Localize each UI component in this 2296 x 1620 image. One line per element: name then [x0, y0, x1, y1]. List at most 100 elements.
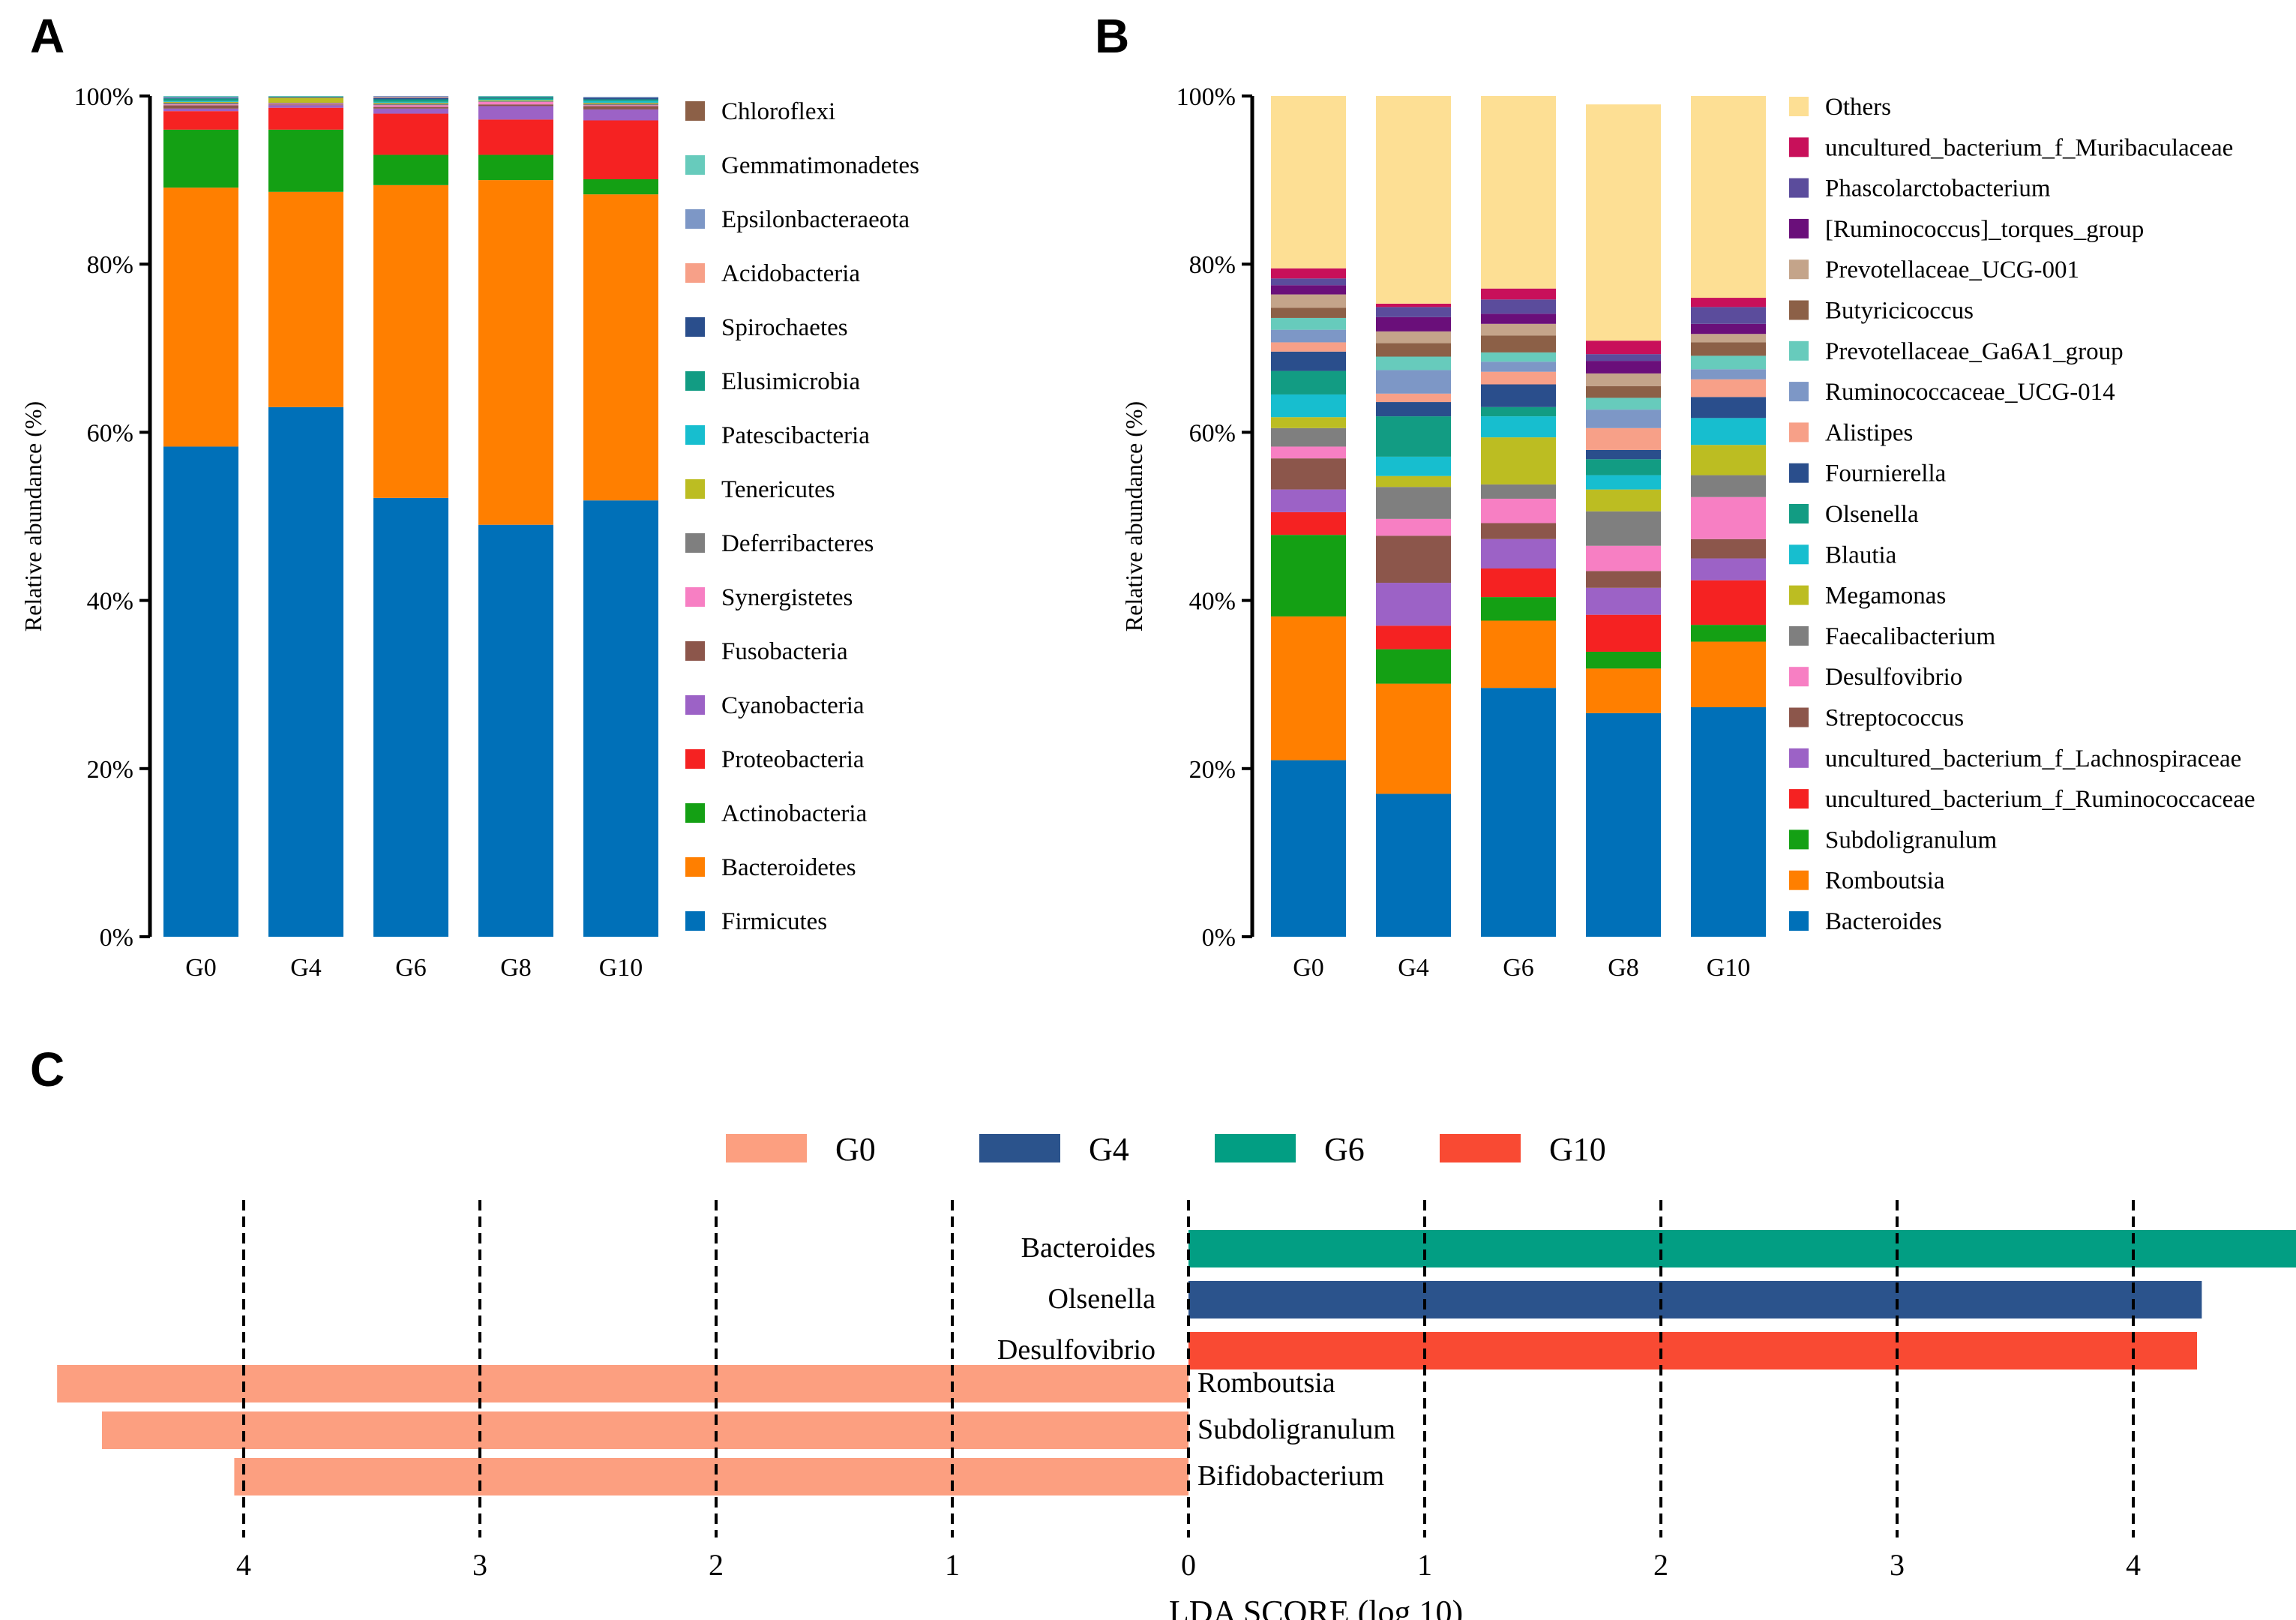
legend-label-g10: G10	[1549, 1131, 1606, 1168]
bar-tenericutes-g8	[478, 100, 553, 101]
bar-faecalibacterium-g6	[1481, 484, 1556, 499]
bar-desulfovibrio-g8	[1586, 545, 1661, 572]
y-tick-label: 20%	[87, 756, 133, 784]
bar-tenericutes-g10	[583, 102, 658, 104]
bar-patescibacteria-g8	[478, 99, 553, 100]
bar-deferribacteres-g4	[268, 102, 343, 104]
bar-actinobacteria-g4	[268, 129, 343, 192]
legend-label-elusimicrobia: Elusimicrobia	[721, 368, 860, 395]
bar-gemmatimonadetes-g8	[478, 96, 553, 98]
bar-uncultured-bacterium-f-ruminococcaceae-g4	[1376, 626, 1451, 650]
bar-fournierella-g8	[1586, 449, 1661, 460]
bar-bacteroidetes-g4	[268, 191, 343, 407]
bar-ruminococcus-torques-group-g8	[1586, 361, 1661, 374]
y-tick-label: 0%	[1202, 924, 1236, 952]
bar-alistipes-g6	[1481, 371, 1556, 385]
bar-patescibacteria-g6	[373, 101, 448, 103]
legend-swatch-prevotellaceae-ga6a1-group	[1789, 340, 1809, 361]
bar-others-g0	[1271, 96, 1346, 268]
bar-others-g8	[1586, 104, 1661, 341]
bar-uncultured-bacterium-f-muribaculaceae-g4	[1376, 303, 1451, 308]
bar-megamonas-g6	[1481, 437, 1556, 484]
bar-olsenella-g0	[1271, 370, 1346, 394]
y-tick-label: 80%	[1189, 251, 1236, 279]
bar-prevotellaceae-ga6a1-group-g4	[1376, 356, 1451, 370]
legend-swatch-megamonas	[1789, 585, 1809, 605]
x-tick-label: G8	[1608, 954, 1639, 982]
bar-bacteroides-g6	[1481, 688, 1556, 937]
bar-desulfovibrio-g10	[1691, 496, 1766, 539]
legend-swatch-desulfovibrio	[1789, 667, 1809, 687]
bar-bacteroidetes-g10	[583, 194, 658, 501]
legend-label-olsenella: Olsenella	[1825, 501, 1919, 528]
bar-uncultured-bacterium-f-lachnospiraceae-g10	[1691, 558, 1766, 580]
bar-alistipes-g10	[1691, 379, 1766, 398]
bar-subdoligranulum-g10	[1691, 625, 1766, 642]
legend-swatch-blautia	[1789, 544, 1809, 565]
bar-actinobacteria-g8	[478, 154, 553, 181]
bar-others-g4	[1376, 96, 1451, 304]
legend-label-others: Others	[1825, 94, 1891, 121]
lda-bar-olsenella	[1188, 1281, 2202, 1318]
bar-bacteroidetes-g0	[163, 188, 238, 447]
bar-fusobacteria-g10	[583, 106, 658, 110]
bar-cyanobacteria-g8	[478, 106, 553, 120]
y-tick-label: 80%	[87, 251, 133, 279]
bar-olsenella-g6	[1481, 406, 1556, 417]
bar-prevotellaceae-ucg-001-g8	[1586, 373, 1661, 386]
bar-uncultured-bacterium-f-lachnospiraceae-g0	[1271, 489, 1346, 512]
legend-swatch-acidobacteria	[685, 263, 705, 283]
bar-romboutsia-g0	[1271, 616, 1346, 760]
lda-tick-label: 0	[1181, 1548, 1196, 1582]
y-axis-title: Relative abundance (%)	[1120, 401, 1147, 632]
legend-swatch-faecalibacterium	[1789, 626, 1809, 646]
bar-elusimicrobia-g6	[373, 99, 448, 102]
bar-ruminococcaceae-ucg-014-g10	[1691, 369, 1766, 380]
bar-prevotellaceae-ucg-001-g10	[1691, 334, 1766, 343]
legend-swatch-others	[1789, 97, 1809, 116]
bar-streptococcus-g10	[1691, 538, 1766, 559]
x-tick-label: G6	[1503, 954, 1534, 982]
bar-firmicutes-g6	[373, 497, 448, 937]
legend-swatch-g10	[1440, 1134, 1521, 1162]
chart-b: 0% 20% 40% 60% 80% 100% Relative abundance (%)…	[1120, 83, 2256, 982]
legend-swatch-firmicutes	[685, 911, 705, 931]
bar-deferribacteres-g8	[478, 100, 553, 102]
bar-spirochaetes-g4	[268, 97, 343, 98]
bar-firmicutes-g4	[268, 406, 343, 937]
legend-label-phascolarctobacterium: Phascolarctobacterium	[1825, 176, 2051, 202]
bar-prevotellaceae-ga6a1-group-g8	[1586, 398, 1661, 410]
legend-label-uncultured-bacterium-f-ruminococcaceae: uncultured_bacterium_f_Ruminococcaceae	[1825, 786, 2256, 813]
bar-uncultured-bacterium-f-ruminococcaceae-g0	[1271, 512, 1346, 536]
bar-phascolarctobacterium-g4	[1376, 307, 1451, 317]
legend-label-megamonas: Megamonas	[1825, 583, 1946, 610]
bar-faecalibacterium-g4	[1376, 487, 1451, 519]
x-tick-label: G6	[395, 954, 427, 982]
bar-subdoligranulum-g0	[1271, 535, 1346, 616]
bar-uncultured-bacterium-f-ruminococcaceae-g6	[1481, 568, 1556, 598]
lda-bar-subdoligranulum	[102, 1412, 1188, 1449]
lda-tick-label: 3	[472, 1548, 487, 1582]
bar-subdoligranulum-g6	[1481, 597, 1556, 621]
bar-phascolarctobacterium-g8	[1586, 354, 1661, 362]
bar-blautia-g10	[1691, 418, 1766, 446]
y-tick-label: 40%	[1189, 588, 1236, 616]
bar-actinobacteria-g6	[373, 154, 448, 185]
bar-blautia-g0	[1271, 394, 1346, 418]
legend-swatch-olsenella	[1789, 504, 1809, 524]
legend-label-fusobacteria: Fusobacteria	[721, 638, 848, 665]
bar-phascolarctobacterium-g6	[1481, 299, 1556, 314]
bar-cyanobacteria-g4	[268, 105, 343, 108]
bar-others-g6	[1481, 96, 1556, 289]
x-tick-label: G0	[1293, 954, 1324, 982]
bar-uncultured-bacterium-f-muribaculaceae-g10	[1691, 298, 1766, 308]
bar-alistipes-g8	[1586, 428, 1661, 450]
lda-tick-label: 3	[1890, 1548, 1905, 1582]
lda-axis-title: LDA SCORE (log 10)	[1169, 1594, 1463, 1620]
legend-label-uncultured-bacterium-f-muribaculaceae: uncultured_bacterium_f_Muribaculaceae	[1825, 134, 2233, 161]
lda-label-subdoligranulum: Subdoligranulum	[1197, 1414, 1395, 1445]
y-tick-label: 20%	[1189, 756, 1236, 784]
legend-label-bacteroides: Bacteroides	[1825, 908, 1942, 935]
y-tick-label: 60%	[87, 419, 133, 447]
legend-label-butyricicoccus: Butyricicoccus	[1825, 298, 1974, 325]
